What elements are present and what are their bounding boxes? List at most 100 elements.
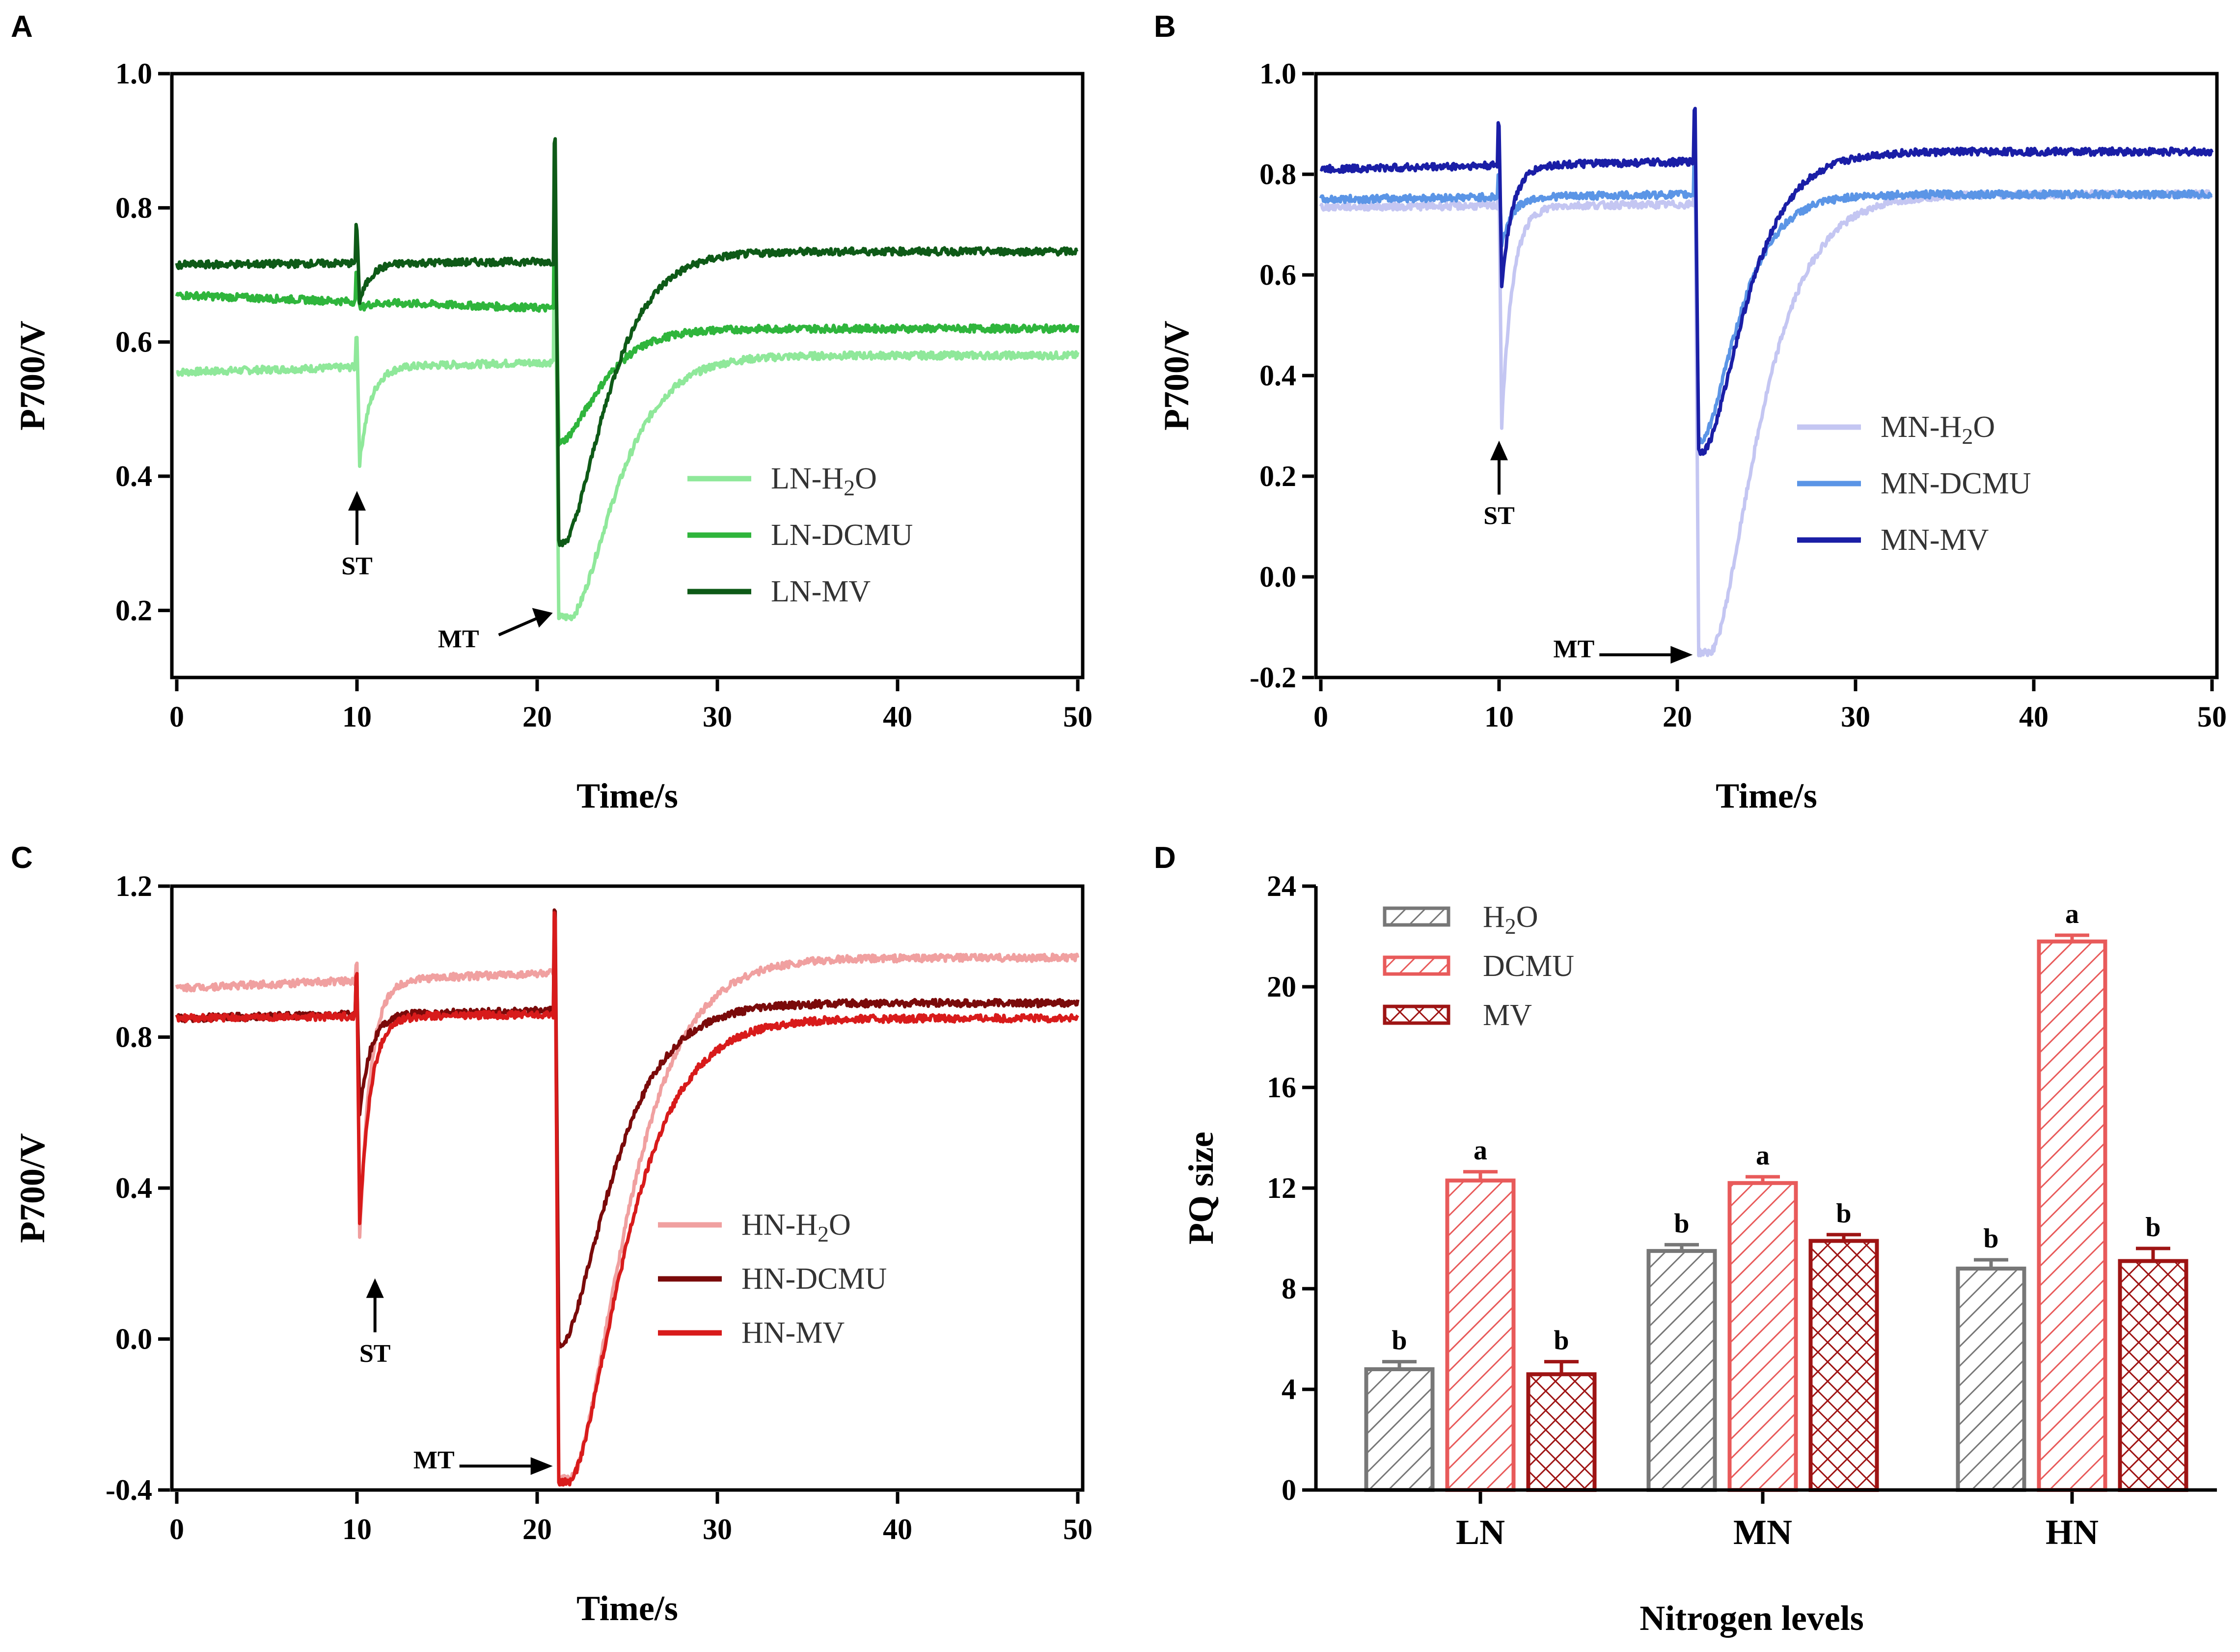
panel-c-legend-label: HN-MV: [741, 1316, 845, 1350]
panel-b-ytick-label: -0.2: [1250, 661, 1296, 694]
panel-d-bar-mn-h2o: [1646, 1249, 1717, 1492]
panel-a-mt-arrow: [498, 615, 541, 637]
panel-c-series-hn-dcmu: [175, 908, 1080, 1349]
panel-d-ytick-label: 4: [1282, 1373, 1296, 1406]
panel-d-legend-label: H2O: [1483, 900, 1538, 939]
panel-d-legend-swatch: [1383, 1004, 1450, 1025]
panel-c-legend-label: HN-DCMU: [741, 1262, 887, 1296]
panel-b-xtick-label: 30: [1841, 701, 1870, 733]
panel-b-xtick-label: 50: [2197, 701, 2227, 733]
panel-c-ytick-label: 0.8: [115, 1021, 152, 1054]
panel-a-mt-arrowhead: [532, 608, 553, 628]
panel-c-xtick-label: 30: [703, 1513, 732, 1545]
panel-b-legend-label: MN-MV: [1881, 523, 1989, 557]
panel-d-bar-ln-mv: [1526, 1372, 1597, 1492]
panel-d-significance-letter: b: [1836, 1198, 1851, 1229]
panel-a-series-ln-h2o: [176, 229, 1080, 622]
panel-d-significance-letter: b: [1392, 1326, 1407, 1356]
panel-a-series-ln-dcmu: [175, 204, 1080, 447]
panel-c-xtick-label: 0: [169, 1513, 184, 1545]
panel-d-category-label: MN: [1733, 1513, 1792, 1552]
panel-b-xtick-label: 10: [1484, 701, 1514, 733]
panel-c-xtick-label: 50: [1063, 1513, 1093, 1545]
panel-c-xtick-label: 20: [522, 1513, 552, 1545]
panel-b-ytick-label: 1.0: [1259, 57, 1296, 90]
panel-c-legend-label: HN-H2O: [741, 1208, 851, 1246]
panel-a-legend-label: LN-MV: [771, 575, 871, 608]
panel-b-ytick-label: 0.6: [1259, 259, 1296, 291]
panel-b-ytick-label: 0.8: [1259, 158, 1296, 190]
panel-a-ytick-label: 0.2: [115, 594, 152, 626]
panel-d-bar-hn-dcmu: [2037, 939, 2107, 1492]
panel-a-legend-label: LN-H2O: [771, 462, 877, 500]
panel-d-ytick-label: 24: [1267, 870, 1296, 902]
panel-c: C Time/s P700/V 0 10 20 30 40 50 -0.4 0.0 0.4 0.8…: [11, 841, 1093, 1628]
panel-c-xlabel: Time/s: [576, 1589, 678, 1628]
panel-a-plot-frame: [170, 72, 1085, 679]
panel-d-bar-hn-h2o: [1956, 1267, 2026, 1492]
panel-d-ylabel: PQ size: [1181, 1132, 1221, 1245]
panel-d-legend-label: MV: [1483, 999, 1532, 1032]
panel-d-bar-mn-mv: [1808, 1239, 1879, 1492]
panel-b-mt-arrowhead: [1670, 646, 1693, 664]
panel-c-ytick-label: 0.0: [115, 1323, 152, 1355]
panel-d-ytick-label: 12: [1267, 1172, 1296, 1204]
panel-c-plot-frame: [170, 884, 1085, 1492]
panel-d-significance-letter: a: [1756, 1140, 1770, 1171]
panel-a-series-ln-mv: [175, 137, 1079, 547]
panel-d: D Nitrogen levels PQ size b a b LN b a b MN b a b H…: [1154, 841, 2217, 1638]
panel-c-mt-arrowhead: [530, 1457, 553, 1475]
panel-b-legend-label: MN-H2O: [1881, 410, 1995, 449]
panel-d-legend-label: DCMU: [1483, 949, 1574, 983]
panel-b-st-label: ST: [1483, 502, 1515, 530]
panel-b: B Time/s P700/V 0 10 20 30 40 50 -0.2 0.0 0.2 0.4…: [1154, 10, 2227, 815]
panel-c-letter: C: [11, 841, 33, 875]
panel-d-legend-swatch: [1383, 906, 1450, 927]
panel-d-letter: D: [1154, 841, 1176, 875]
panel-d-bar-ln-dcmu: [1445, 1178, 1516, 1492]
panel-b-xtick-label: 20: [1663, 701, 1692, 733]
panel-d-xlabel: Nitrogen levels: [1639, 1598, 1864, 1638]
panel-d-category-label: HN: [2046, 1513, 2099, 1552]
panel-b-ytick-label: 0.2: [1259, 460, 1296, 492]
panel-d-category-label: LN: [1456, 1513, 1505, 1552]
panel-a-xlabel: Time/s: [576, 776, 678, 815]
panel-b-st-arrowhead: [1490, 440, 1508, 460]
panel-c-ytick-label: -0.4: [106, 1474, 152, 1506]
panel-a-st-label: ST: [341, 552, 373, 580]
panel-d-bar-ln-h2o: [1364, 1367, 1435, 1492]
panel-d-bar-mn-dcmu: [1727, 1181, 1798, 1492]
panel-c-series-hn-mv: [175, 911, 1079, 1487]
panel-a-mt-label: MT: [438, 625, 479, 653]
panel-b-plot-frame: [1314, 72, 2219, 679]
panel-a-xtick-label: 10: [342, 701, 372, 733]
panel-a-ytick-label: 0.6: [115, 326, 152, 358]
panel-d-significance-letter: b: [1983, 1223, 1998, 1254]
panel-d-ytick-label: 16: [1267, 1071, 1296, 1104]
panel-a-xtick-label: 0: [169, 701, 184, 733]
panel-a-xtick-label: 20: [522, 701, 552, 733]
panel-a-xtick-label: 50: [1063, 701, 1093, 733]
panel-d-significance-letter: a: [1474, 1136, 1487, 1166]
panel-b-ytick-label: 0.0: [1259, 561, 1296, 593]
panel-b-xtick-label: 0: [1313, 701, 1328, 733]
panel-d-significance-letter: a: [2065, 899, 2079, 929]
panel-d-significance-letter: b: [1674, 1208, 1689, 1239]
panel-a-legend-label: LN-DCMU: [771, 518, 913, 552]
panel-d-legend-swatch: [1383, 955, 1450, 976]
panel-b-letter: B: [1154, 10, 1176, 44]
panel-c-ylabel: P700/V: [13, 1133, 52, 1243]
panel-b-xtick-label: 40: [2019, 701, 2049, 733]
panel-c-xtick-label: 10: [342, 1513, 372, 1545]
panel-c-series-hn-h2o: [175, 919, 1080, 1483]
panel-d-significance-letter: b: [1554, 1326, 1569, 1356]
panel-a-st-arrowhead: [348, 491, 366, 511]
panel-a-ylabel: P700/V: [13, 321, 52, 431]
panel-a-ytick-label: 0.8: [115, 191, 152, 224]
panel-c-mt-label: MT: [413, 1446, 455, 1474]
panel-d-significance-letter: b: [2145, 1212, 2160, 1243]
panel-b-legend-label: MN-DCMU: [1881, 467, 2031, 500]
panel-b-ylabel: P700/V: [1157, 321, 1196, 431]
panel-b-xlabel: Time/s: [1716, 776, 1817, 815]
panel-d-bar-hn-mv: [2118, 1259, 2188, 1492]
